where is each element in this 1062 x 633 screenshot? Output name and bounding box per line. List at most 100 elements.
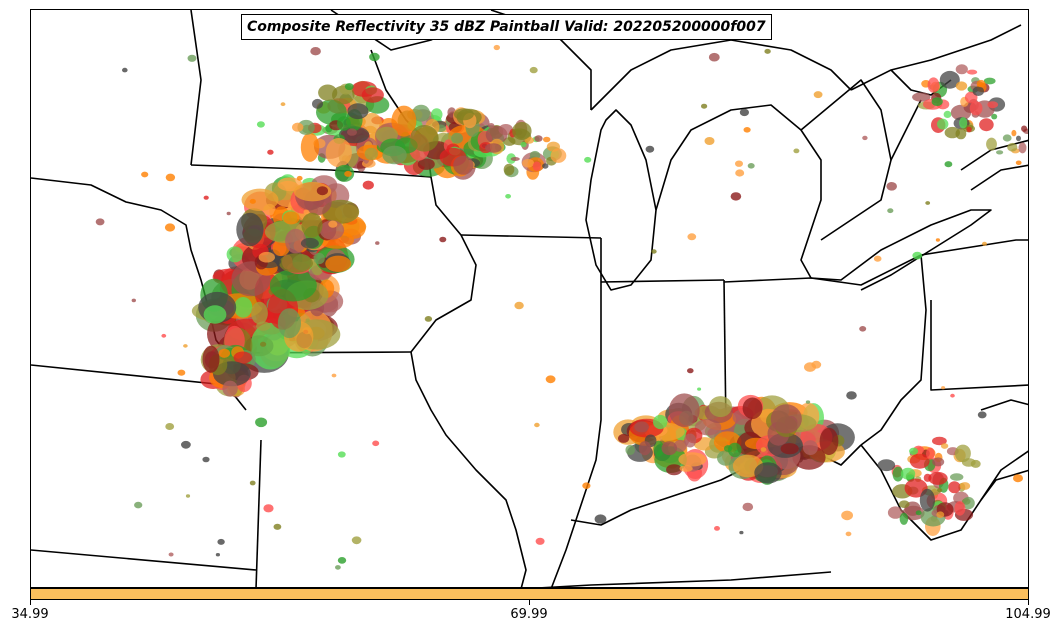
reflectivity-cell (203, 195, 209, 200)
reflectivity-cell (303, 209, 310, 215)
reflectivity-blob (1016, 135, 1021, 142)
reflectivity-blob (1002, 134, 1012, 142)
reflectivity-cell (845, 531, 852, 537)
reflectivity-cell (488, 123, 495, 129)
reflectivity-cell (267, 149, 274, 155)
reflectivity-cell (310, 47, 321, 56)
reflectivity-blob (898, 500, 910, 509)
reflectivity-cell (226, 211, 231, 216)
reflectivity-cell (714, 526, 720, 531)
reflectivity-blob (485, 143, 502, 153)
reflectivity-blob (285, 228, 307, 254)
reflectivity-ensemble-member-objects (95, 34, 1028, 570)
reflectivity-blob (347, 128, 357, 136)
reflectivity-blob (236, 212, 264, 247)
reflectivity-blob (887, 506, 903, 519)
reflectivity-blob (347, 103, 369, 120)
reflectivity-blob (382, 145, 407, 165)
reflectivity-cell (344, 83, 354, 91)
reflectivity-blob (520, 141, 527, 148)
reflectivity-cell (743, 127, 751, 133)
reflectivity-cell (937, 488, 943, 493)
reflectivity-cell (977, 411, 987, 419)
reflectivity-blob (510, 157, 520, 161)
reflectivity-blob (923, 473, 932, 482)
reflectivity-cell (305, 318, 310, 322)
reflectivity-cell (335, 565, 341, 570)
reflectivity-blob (319, 220, 345, 240)
reflectivity-blob (909, 453, 930, 469)
reflectivity-cell (887, 208, 894, 214)
reflectivity-cell (687, 233, 697, 241)
reflectivity-cell (292, 122, 304, 132)
reflectivity-blob (453, 155, 474, 175)
reflectivity-cell (915, 510, 922, 516)
reflectivity-blob (202, 345, 220, 373)
reflectivity-cell (764, 48, 771, 54)
reflectivity-blob (996, 150, 1004, 155)
reflectivity-blob (932, 457, 945, 467)
reflectivity-blob (322, 199, 360, 224)
reflectivity-blob (550, 148, 567, 163)
reflectivity-cell (534, 135, 543, 142)
reflectivity-cell (846, 391, 857, 400)
reflectivity-blob (892, 466, 904, 482)
reflectivity-blob (661, 441, 678, 456)
reflectivity-cell (439, 236, 447, 243)
reflectivity-cell (841, 510, 853, 521)
reflectivity-blob (666, 464, 683, 476)
reflectivity-cell (202, 456, 210, 463)
reflectivity-blob (668, 393, 700, 428)
reflectivity-cell (697, 387, 702, 391)
reflectivity-blob (780, 443, 799, 455)
reflectivity-blob (241, 188, 279, 211)
reflectivity-cell (280, 102, 286, 107)
reflectivity-cell (704, 137, 715, 145)
reflectivity-cell (618, 433, 630, 443)
reflectivity-blob (754, 462, 782, 484)
reflectivity-blob (625, 444, 635, 456)
reflectivity-blob (430, 108, 443, 121)
reflectivity-blob (972, 86, 984, 96)
reflectivity-cell (651, 249, 657, 254)
reflectivity-cell (372, 440, 380, 447)
reflectivity-blob (819, 427, 839, 456)
reflectivity-cell (1013, 474, 1023, 483)
reflectivity-blob (503, 163, 515, 176)
reflectivity-cell (217, 538, 225, 545)
colorbar (30, 588, 1029, 600)
reflectivity-blob (300, 132, 320, 162)
reflectivity-blob (300, 237, 319, 249)
reflectivity-blob (940, 443, 949, 449)
colorbar-tick-min (30, 600, 31, 605)
reflectivity-cell (760, 447, 767, 452)
reflectivity-cell (739, 530, 744, 535)
reflectivity-blob (532, 161, 541, 171)
reflectivity-cell (886, 182, 897, 191)
reflectivity-cell (337, 451, 346, 458)
reflectivity-cell (187, 54, 197, 62)
reflectivity-blob (937, 118, 949, 130)
reflectivity-cell (747, 163, 755, 169)
reflectivity-cell (165, 173, 176, 182)
reflectivity-blob (634, 421, 649, 433)
reflectivity-blob (877, 459, 896, 472)
reflectivity-cell (739, 108, 750, 117)
reflectivity-blob (694, 419, 722, 436)
reflectivity-blob (325, 138, 352, 168)
reflectivity-cell (328, 220, 338, 228)
colorbar-tick-mid (529, 600, 530, 605)
reflectivity-cell (249, 480, 256, 486)
reflectivity-cell (375, 241, 380, 245)
reflectivity-blob (1021, 125, 1028, 132)
reflectivity-blob (250, 322, 291, 370)
reflectivity-blob (542, 163, 549, 169)
reflectivity-blob (301, 212, 323, 238)
reflectivity-blob (932, 436, 947, 446)
colorbar-tick-label-min: 34.99 (11, 607, 49, 622)
reflectivity-cell (302, 327, 312, 335)
reflectivity-blob (679, 465, 693, 472)
reflectivity-blob (954, 444, 971, 463)
reflectivity-blob (279, 253, 313, 273)
reflectivity-cell (134, 501, 143, 509)
